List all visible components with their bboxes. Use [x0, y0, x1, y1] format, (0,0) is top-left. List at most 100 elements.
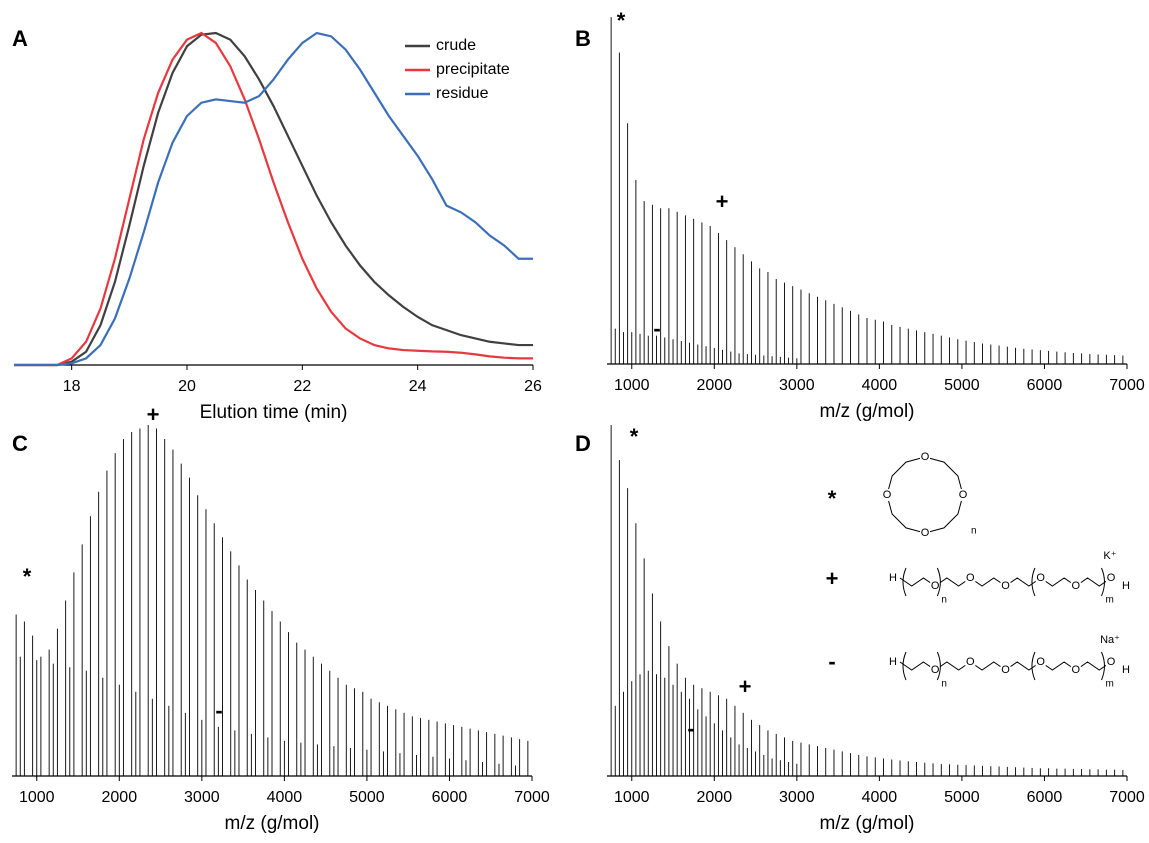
x-tick-label: 5000 [349, 789, 385, 806]
atom-bg [958, 489, 968, 501]
x-tick-label: 7000 [514, 789, 550, 806]
subscript: n [941, 595, 947, 606]
atom-bg [1106, 572, 1116, 584]
atom: O [931, 580, 940, 592]
annotation: + [716, 189, 729, 214]
annotation: - [687, 716, 694, 741]
annotation: - [653, 316, 660, 341]
panel-label: D [575, 431, 591, 456]
subscript: m [1105, 595, 1113, 606]
atom-bg [1070, 580, 1081, 592]
atom: O [1036, 656, 1045, 668]
x-axis-label: Elution time (min) [200, 402, 348, 423]
cation: Na⁺ [1100, 634, 1120, 646]
x-tick-label: 6000 [1027, 377, 1063, 394]
annotation: + [147, 402, 160, 427]
x-tick-label: 3000 [779, 789, 815, 806]
line [14, 31, 533, 367]
atom: H [889, 572, 897, 584]
atom-bg [1070, 664, 1081, 676]
atom-bg [920, 451, 930, 463]
atom: H [1122, 580, 1130, 592]
cation: K⁺ [1103, 550, 1116, 562]
atom-bg [930, 664, 941, 676]
subscript: n [941, 679, 947, 690]
bracket [936, 651, 941, 681]
bracket [1031, 567, 1036, 597]
x-tick-label: 4000 [862, 377, 898, 394]
line [14, 31, 533, 367]
x-tick-label: 7000 [1109, 377, 1145, 394]
bracket [1031, 651, 1036, 681]
atom: H [889, 656, 897, 668]
bracket [902, 567, 907, 597]
atom: O [1107, 656, 1116, 668]
atom: H [1122, 664, 1130, 676]
x-tick-label: 1000 [19, 789, 55, 806]
x-tick-label: 1000 [614, 377, 650, 394]
annotation: * [23, 564, 32, 589]
atom-bg [882, 489, 892, 501]
atom: O [1036, 572, 1045, 584]
legend-label: residue [436, 85, 489, 102]
x-tick-label: 6000 [1027, 789, 1063, 806]
atom-bg [1035, 572, 1046, 584]
x-tick-label: 5000 [944, 377, 980, 394]
atom: O [1001, 664, 1010, 676]
atom-bg [1000, 664, 1011, 676]
x-tick-label: 2000 [697, 789, 733, 806]
atom-bg [965, 572, 976, 584]
atom: O [966, 656, 975, 668]
x-tick-label: 4000 [267, 789, 303, 806]
x-axis-label: m/z (g/mol) [820, 813, 915, 834]
panel-label: B [575, 26, 591, 51]
x-tick-label: 2000 [102, 789, 138, 806]
bracket [1101, 567, 1105, 597]
atom-bg [1035, 656, 1046, 668]
atom-bg [930, 580, 941, 592]
atom-bg [965, 656, 976, 668]
x-axis-label: m/z (g/mol) [225, 813, 320, 834]
legend-label: precipitate [436, 61, 510, 78]
atom-bg [920, 527, 930, 539]
x-tick-label: 4000 [862, 789, 898, 806]
x-tick-label: 22 [293, 378, 311, 395]
x-tick-label: 6000 [432, 789, 468, 806]
annotation: + [739, 674, 752, 699]
structure-symbol: * [828, 486, 837, 511]
x-tick-label: 26 [524, 378, 542, 395]
atom: O [931, 664, 940, 676]
annotation: - [215, 698, 222, 723]
atom-bg [1000, 580, 1011, 592]
legend-label: crude [436, 37, 476, 54]
panel-label: C [12, 431, 28, 456]
atom-bg [1106, 656, 1116, 668]
atom: O [1107, 572, 1116, 584]
atom: O [1072, 580, 1081, 592]
x-tick-label: 3000 [184, 789, 220, 806]
bracket [902, 651, 907, 681]
atom: O [1072, 664, 1081, 676]
atom: O [959, 489, 968, 501]
atom: O [921, 527, 930, 539]
structure-symbol: + [826, 566, 839, 591]
atom: O [921, 451, 930, 463]
x-tick-label: 24 [409, 378, 427, 395]
bracket [936, 567, 941, 597]
x-tick-label: 2000 [697, 377, 733, 394]
x-tick-label: 20 [178, 378, 196, 395]
line [14, 31, 533, 367]
atom: O [1001, 580, 1010, 592]
subscript: m [1105, 679, 1113, 690]
bracket [1101, 651, 1105, 681]
panel-label: A [12, 26, 28, 51]
atom: O [883, 489, 892, 501]
subscript: n [971, 526, 977, 537]
x-tick-label: 18 [63, 378, 81, 395]
x-tick-label: 5000 [944, 789, 980, 806]
annotation: * [630, 424, 639, 449]
x-tick-label: 3000 [779, 377, 815, 394]
annotation: * [617, 8, 626, 33]
ring-bond [886, 456, 964, 534]
